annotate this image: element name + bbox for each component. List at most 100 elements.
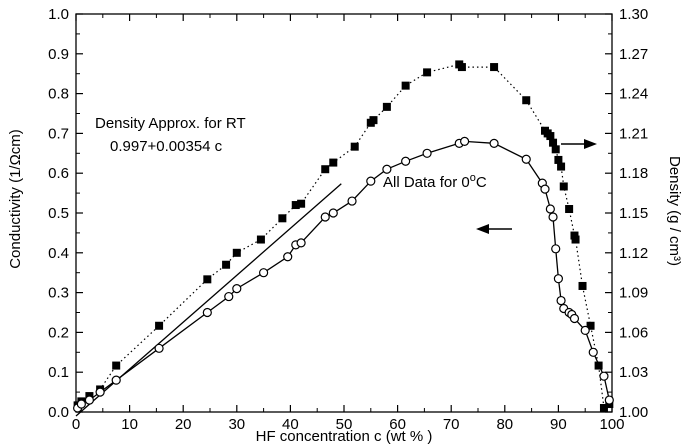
y-right-tick-label: 1.30: [619, 6, 648, 23]
density-point: [490, 63, 499, 72]
x-tick-label: 70: [443, 416, 460, 433]
x-tick-label: 40: [282, 416, 299, 433]
y-left-tick-label: 0.6: [48, 165, 69, 182]
series-line-2: [75, 183, 342, 417]
x-tick-label: 90: [550, 416, 567, 433]
y-left-tick-label: 0.5: [48, 205, 69, 222]
conductivity-point: [296, 238, 306, 248]
density-point: [554, 155, 563, 164]
x-tick-label: 20: [175, 416, 192, 433]
y-right-tick-label: 1.24: [619, 86, 648, 103]
x-tick-label: 10: [121, 416, 138, 433]
density-approx-formula: 0.997+0.00354 c: [110, 138, 223, 155]
x-tick-label: 100: [599, 416, 624, 433]
series-markers: [73, 60, 614, 413]
conductivity-point: [76, 399, 86, 409]
plot-frame: [75, 13, 613, 413]
density-point: [278, 214, 287, 223]
conductivity-point: [224, 291, 234, 302]
conductivity-point: [540, 184, 550, 194]
y-left-tick-label: 0.0: [48, 404, 69, 421]
conductivity-point: [320, 212, 330, 222]
density-point: [522, 96, 531, 105]
density-point: [578, 281, 587, 290]
x-tick-label: 80: [496, 416, 513, 433]
left-y-axis-ticks: 0.0 0.1 0.2 0.3 0.4 0.5 0.6 0.7 0.8 0.9 1.0: [48, 6, 83, 421]
conductivity-point: [283, 252, 293, 262]
conductivity-point: [202, 307, 212, 318]
conductivity-point: [460, 136, 470, 146]
density-point: [423, 68, 432, 77]
density-point: [321, 165, 330, 174]
plot-border: [75, 13, 613, 413]
density-point: [232, 248, 241, 257]
density-point: [297, 199, 306, 208]
x-axis-title: HF concentration c (wt % ): [256, 428, 433, 445]
x-tick-label: 50: [336, 416, 353, 433]
conductivity-point: [553, 274, 564, 284]
conductivity-point: [95, 387, 105, 397]
conductivity-point: [154, 343, 164, 353]
series-line-1: [77, 140, 610, 409]
y-right-tick-label: 1.03: [619, 364, 648, 381]
conductivity-point: [382, 164, 392, 174]
conductivity-point: [521, 154, 531, 164]
y-left-tick-label: 0.3: [48, 285, 69, 302]
density-point: [586, 321, 595, 330]
density-point: [559, 182, 568, 191]
y-left-tick-label: 1.0: [48, 6, 69, 23]
density-point: [382, 102, 391, 111]
conductivity-point: [366, 176, 376, 186]
conductivity-point: [328, 208, 338, 218]
density-point: [203, 275, 212, 284]
y-left-tick-label: 0.9: [48, 46, 69, 63]
right-y-axis-title: Density (g / cm³): [666, 156, 683, 266]
y-right-tick-label: 1.06: [619, 324, 648, 341]
conductivity-point: [569, 313, 580, 324]
y-right-tick-label: 1.27: [619, 46, 648, 63]
conductivity-point: [545, 204, 555, 214]
y-right-tick-label: 1.15: [619, 205, 648, 222]
y-left-tick-label: 0.8: [48, 86, 69, 103]
left-y-axis-title: Conductivity (1/Ωcm): [7, 129, 24, 269]
x-tick-label: 30: [228, 416, 245, 433]
density-point: [112, 361, 121, 370]
y-left-tick-label: 0.2: [48, 324, 69, 341]
conductivity-point: [604, 395, 614, 405]
x-tick-label: 0: [72, 416, 80, 433]
density-point: [222, 260, 231, 269]
density-point: [549, 138, 558, 147]
density-point: [557, 162, 566, 171]
degree-superscript: o: [470, 172, 476, 184]
density-point: [329, 158, 338, 167]
conductivity-point: [401, 156, 411, 166]
conductivity-point: [580, 325, 590, 336]
density-point: [594, 361, 603, 370]
y-right-tick-label: 1.09: [619, 285, 648, 302]
all-data-label: All Data for 0oC: [383, 172, 487, 191]
density-point: [546, 132, 555, 141]
density-approx-label: Density Approx. for RT: [95, 115, 246, 132]
conductivity-point: [548, 212, 558, 222]
density-point: [401, 81, 410, 90]
y-left-tick-label: 0.7: [48, 125, 69, 142]
x-tick-label: 60: [389, 416, 406, 433]
y-right-tick-label: 1.21: [619, 125, 648, 142]
x-axis-ticks: 0 10 20 30 40 50 60 70 80 90 100: [72, 14, 625, 433]
conductivity-point: [556, 295, 566, 306]
conductivity-point: [489, 138, 499, 148]
density-point: [457, 63, 466, 72]
conductivity-point: [347, 196, 357, 206]
conductivity-point: [259, 268, 269, 278]
y-right-tick-label: 1.12: [619, 245, 648, 262]
arrow-to-left-axis: [476, 224, 512, 234]
conductivity-point: [232, 284, 242, 294]
conductivity-point: [588, 347, 598, 357]
conductivity-point: [599, 371, 609, 381]
right-y-axis-ticks: 1.00 1.03 1.06 1.09 1.12 1.15 1.18 1.21 1.24 1.27…: [605, 6, 648, 421]
density-point: [291, 201, 300, 210]
conductivity-point: [551, 244, 561, 254]
conductivity-point: [84, 395, 95, 405]
density-point: [256, 235, 265, 244]
